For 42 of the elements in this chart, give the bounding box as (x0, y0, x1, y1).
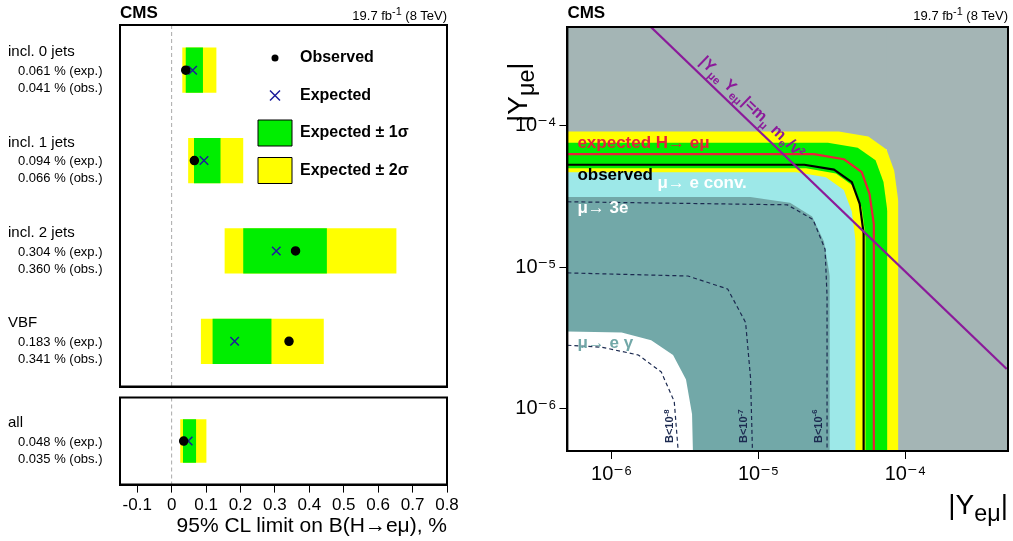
x-tick-label: 0.6 (366, 495, 390, 515)
y-tick-label: incl. 0 jets (8, 42, 75, 60)
x-tick-label: 0.3 (263, 495, 287, 515)
x-tick-label: 0 (166, 495, 177, 515)
text: 0.304 % (exp.) (18, 243, 103, 259)
chart-title: CMS (567, 3, 606, 23)
legend-label: Expected ± 2σ (300, 160, 409, 178)
x-tick-label: 0.1 (194, 495, 218, 515)
x-tick-label: 10⁻⁵ (737, 461, 780, 484)
x-tick-label: 0.5 (331, 495, 356, 515)
text: 0.360 % (obs.) (18, 260, 103, 276)
text: 0.341 % (obs.) (18, 350, 103, 366)
x-tick-label: 0.7 (400, 495, 425, 515)
x-tick-label: 0.2 (228, 495, 253, 515)
y-tick-label: 10⁻⁶ (515, 395, 557, 418)
y-tick-label: incl. 1 jets (8, 132, 75, 150)
y-tick-label: VBF (8, 313, 38, 331)
legend-label: Expected ± 1σ (300, 123, 409, 141)
y-tick-label: incl. 2 jets (8, 223, 75, 241)
chart-subtitle: 19.7 fb$^{-1}$ (8 TeV) (913, 5, 1008, 24)
legend-label: Observed (300, 48, 374, 66)
x-tick-label: 10⁻⁴ (884, 461, 927, 484)
text: 0.048 % (exp.) (18, 433, 103, 449)
chart-title: CMS (120, 3, 158, 23)
x-axis-title: 95% CL limit on B(H→eμ), % (176, 512, 447, 537)
x-tick-label: 0.4 (297, 495, 322, 515)
text: 0.066 % (obs.) (18, 170, 103, 186)
series-label: μ→ e conv. (657, 173, 747, 193)
text: 0.035 % (obs.) (18, 450, 103, 466)
x-tick-label: -0.1 (122, 495, 152, 515)
text: 0.183 % (exp.) (18, 333, 103, 349)
y-tick-label: 10⁻⁵ (515, 254, 557, 277)
x-tick-label: 10⁻⁶ (591, 461, 633, 484)
chart-subtitle: 19.7 fb$^{-1}$ (8 TeV) (352, 5, 447, 24)
x-axis-title: |Y$_{eμ}$| (948, 489, 1008, 527)
text: 0.094 % (exp.) (18, 153, 103, 169)
series-label: μ→ 3e (577, 198, 629, 218)
legend-label: Expected (300, 85, 372, 103)
text: 0.061 % (exp.) (18, 62, 103, 78)
x-tick-label: 0.8 (435, 495, 459, 515)
text: 0.041 % (obs.) (18, 79, 103, 95)
y-tick-label: all (8, 413, 24, 431)
